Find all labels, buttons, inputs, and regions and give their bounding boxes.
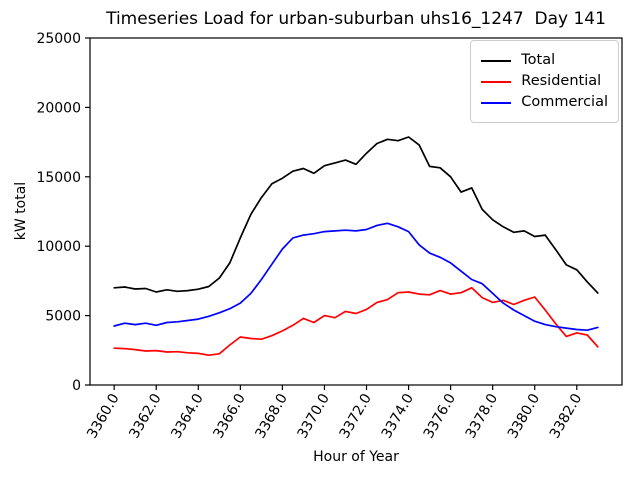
legend-swatch-total [481,59,512,62]
x-tick-label: 3374.0 [379,391,417,441]
y-tick-label: 10000 [36,239,81,255]
x-tick-label: 3380.0 [505,391,543,441]
line-total [113,136,599,294]
x-tick-label: 3372.0 [337,391,375,441]
x-tick-label: 3364.0 [168,391,206,441]
y-tick-label: 20000 [36,100,81,116]
legend-label: Commercial [521,94,608,110]
chart-title: Timeseries Load for urban-suburban uhs16… [106,9,606,29]
x-tick-label: 3368.0 [253,391,291,441]
legend-label: Total [521,52,556,68]
y-tick-label: 0 [72,378,81,394]
line-commercial [113,222,599,332]
x-tick-label: 3376.0 [421,391,459,441]
legend-item-total: Total [481,52,608,69]
legend: Total Residential Commercial [470,40,619,123]
y-tick-label: 15000 [36,170,81,186]
x-tick-label: 3378.0 [463,391,501,441]
x-tick-label: 3360.0 [84,391,122,441]
x-tick-label: 3370.0 [295,391,333,441]
x-tick-label: 3366.0 [210,391,248,441]
y-tick-label: 5000 [45,309,81,325]
legend-label: Residential [521,73,602,89]
legend-item-commercial: Commercial [481,94,608,111]
legend-swatch-residential [481,80,512,83]
x-tick-label: 3382.0 [547,391,585,441]
y-tick-label: 25000 [36,31,81,47]
legend-item-residential: Residential [481,73,608,90]
line-residential [113,286,599,357]
x-axis-label: Hour of Year [313,449,399,465]
x-tick-label: 3362.0 [126,391,164,441]
plot-border [89,37,623,386]
legend-swatch-commercial [481,101,512,104]
